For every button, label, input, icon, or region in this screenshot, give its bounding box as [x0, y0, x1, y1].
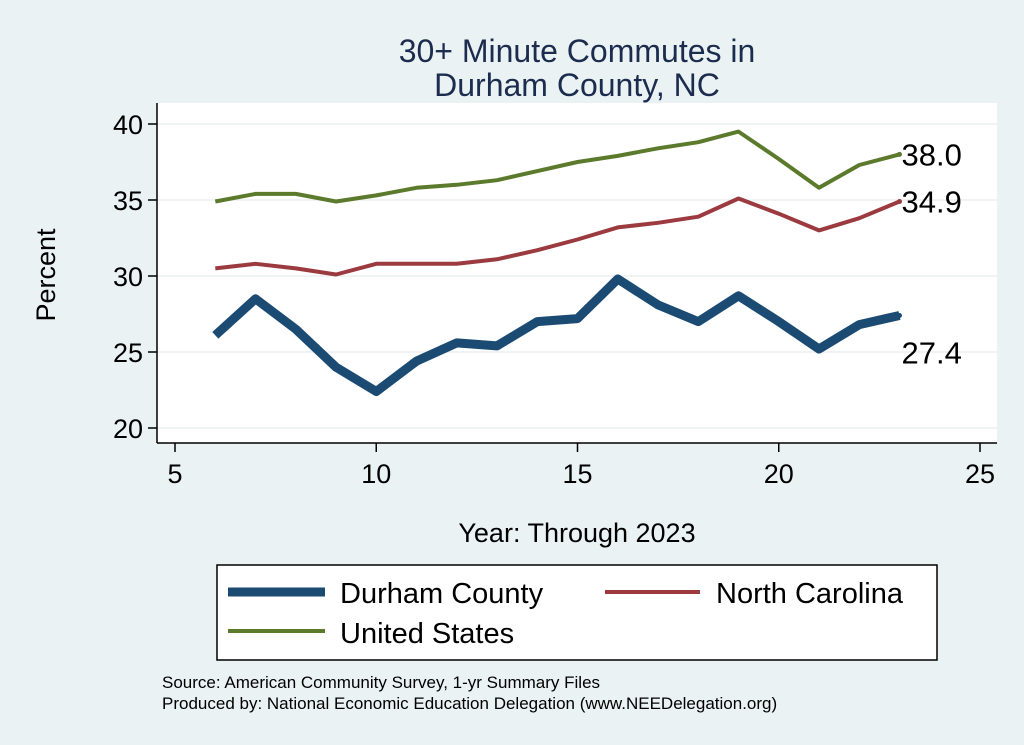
x-tick-label: 25 — [965, 459, 995, 489]
grid-lines — [157, 123, 997, 429]
end-label-north-carolina: 34.9 — [902, 185, 962, 220]
series-lines — [212, 129, 902, 396]
chart-title-line-2: Durham County, NC — [434, 67, 720, 103]
series-line-durham-county — [212, 274, 901, 396]
plot-area — [157, 103, 997, 443]
produced-by-note: Produced by: National Economic Education… — [162, 694, 777, 713]
tick-labels: 20 25 30 35 40 5 10 15 20 25 — [113, 110, 995, 489]
series-end-point-north-carolina — [897, 199, 902, 205]
y-tick-label: 40 — [113, 110, 143, 140]
series-line-united-states — [214, 129, 901, 204]
end-labels: 38.0 34.9 27.4 — [902, 137, 962, 370]
end-label-durham-county: 27.4 — [902, 336, 962, 371]
chart-title-line-1: 30+ Minute Commutes in — [399, 33, 756, 69]
end-label-united-states: 38.0 — [902, 137, 962, 172]
series-end-point-united-states — [897, 151, 902, 157]
x-tick-label: 10 — [361, 459, 391, 489]
legend: Durham County North Carolina United States — [228, 578, 904, 650]
legend-box — [216, 564, 938, 661]
series-end-point-durham-county — [897, 313, 902, 319]
legend-label-united-states: United States — [340, 618, 514, 650]
legend-label-durham-county: Durham County — [340, 578, 544, 610]
y-tick-label: 20 — [113, 414, 143, 444]
x-axis-title: Year: Through 2023 — [458, 518, 695, 548]
x-tick-label: 5 — [167, 459, 182, 489]
legend-label-north-carolina: North Carolina — [716, 578, 904, 610]
y-tick-label: 25 — [113, 338, 143, 368]
source-note: Source: American Community Survey, 1-yr … — [162, 673, 600, 692]
x-tick-label: 15 — [562, 459, 592, 489]
y-axis-title: Percent — [31, 228, 61, 322]
y-tick-label: 35 — [113, 186, 143, 216]
x-tick-label: 20 — [764, 459, 794, 489]
series-line-north-carolina — [215, 196, 901, 277]
y-tick-label: 30 — [113, 262, 143, 292]
